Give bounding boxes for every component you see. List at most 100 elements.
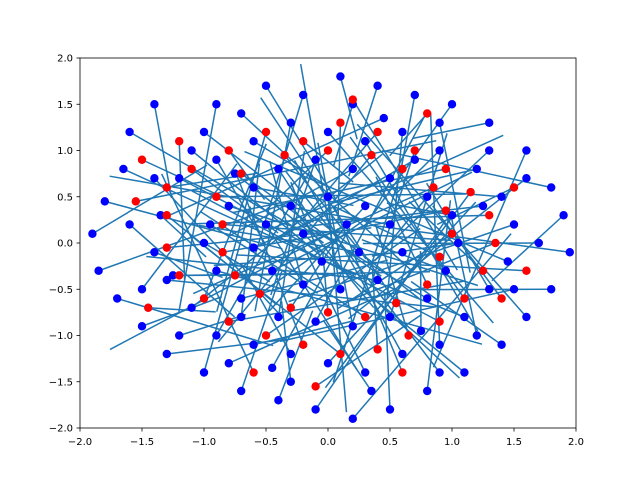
blue-point — [373, 275, 382, 285]
segment-line — [92, 164, 208, 235]
blue-point — [187, 146, 196, 155]
segment-line — [302, 140, 354, 183]
blue-point — [187, 303, 196, 312]
blue-point — [460, 312, 469, 322]
segment-line — [178, 177, 324, 254]
segment-line — [279, 288, 515, 343]
segment-line — [178, 313, 247, 337]
segment-line — [332, 104, 354, 167]
blue-point — [348, 164, 357, 174]
segment-line — [153, 104, 173, 199]
red-point — [460, 294, 469, 303]
blue-point — [317, 257, 326, 266]
segment-line — [199, 210, 366, 318]
red-point — [522, 266, 531, 275]
segment-line — [384, 295, 391, 410]
segment-line — [285, 171, 441, 373]
blue-point — [268, 266, 277, 275]
segment-line — [109, 223, 347, 351]
blue-point — [199, 368, 209, 377]
segment-line — [253, 320, 354, 346]
blue-point — [323, 127, 333, 137]
red-point — [429, 183, 438, 192]
segment-line — [352, 233, 512, 420]
red-point — [175, 137, 184, 146]
red-point — [218, 248, 227, 257]
blue-point — [175, 174, 184, 183]
segment-line — [234, 172, 304, 346]
red-point — [423, 109, 432, 118]
blue-point — [113, 294, 122, 303]
blue-point — [224, 201, 233, 211]
red-point — [175, 271, 184, 280]
blue-point — [311, 155, 320, 164]
blue-point — [249, 183, 258, 192]
segment-line — [284, 154, 367, 260]
segment-line — [337, 122, 342, 224]
segment-line — [215, 171, 311, 336]
blue-point — [509, 285, 519, 294]
blue-point — [212, 331, 221, 340]
blue-point — [156, 211, 165, 220]
blue-point — [379, 113, 388, 123]
segment-line — [299, 63, 342, 290]
blue-point — [447, 211, 457, 220]
segment-line — [161, 173, 255, 373]
blue-point — [435, 368, 444, 377]
red-point — [311, 382, 320, 391]
blue-point — [261, 220, 271, 229]
blue-point — [559, 211, 568, 220]
segment-line — [148, 307, 216, 313]
y-tick-label: 1.5 — [57, 100, 73, 111]
blue-point — [286, 349, 295, 359]
blue-point — [175, 331, 184, 340]
blue-point — [361, 137, 370, 146]
blue-point — [268, 363, 277, 373]
blue-point — [354, 248, 364, 257]
blue-point — [150, 100, 159, 109]
red-point — [323, 308, 333, 317]
segment-line — [235, 254, 527, 272]
blue-point — [410, 155, 419, 164]
blue-point — [311, 317, 320, 326]
red-point — [410, 146, 419, 155]
blue-point — [150, 174, 159, 183]
red-point — [404, 331, 413, 340]
blue-point — [385, 312, 395, 322]
red-point — [162, 183, 171, 192]
blue-point — [435, 340, 444, 349]
blue-point — [199, 238, 209, 248]
red-point — [224, 317, 233, 326]
blue-point — [497, 340, 506, 349]
blue-point — [348, 322, 357, 331]
segment-line — [408, 200, 484, 272]
red-point — [187, 164, 196, 174]
blue-point — [522, 174, 531, 183]
blue-point — [423, 192, 432, 201]
blue-point — [565, 248, 574, 257]
segment-line — [426, 200, 452, 392]
blue-point — [274, 164, 283, 174]
segment-line — [269, 160, 304, 285]
segment-line — [315, 314, 422, 387]
blue-point — [137, 322, 147, 331]
blue-point — [472, 331, 481, 340]
segment-line — [339, 76, 358, 140]
blue-point — [299, 229, 308, 238]
blue-point — [237, 294, 246, 303]
y-tick-label: 2.0 — [57, 54, 73, 65]
segment-line — [198, 224, 360, 253]
x-tick-label: −1.0 — [192, 437, 216, 448]
blue-point — [224, 359, 233, 368]
blue-point — [206, 220, 215, 229]
red-point — [286, 303, 295, 312]
blue-point — [274, 312, 283, 322]
blue-point — [299, 90, 308, 100]
blue-point — [199, 127, 209, 137]
blue-point — [348, 414, 357, 423]
segment-line — [374, 223, 410, 336]
segment-line — [332, 205, 440, 258]
segment-line — [129, 223, 236, 318]
segment-line — [412, 122, 490, 140]
red-point — [280, 150, 289, 160]
